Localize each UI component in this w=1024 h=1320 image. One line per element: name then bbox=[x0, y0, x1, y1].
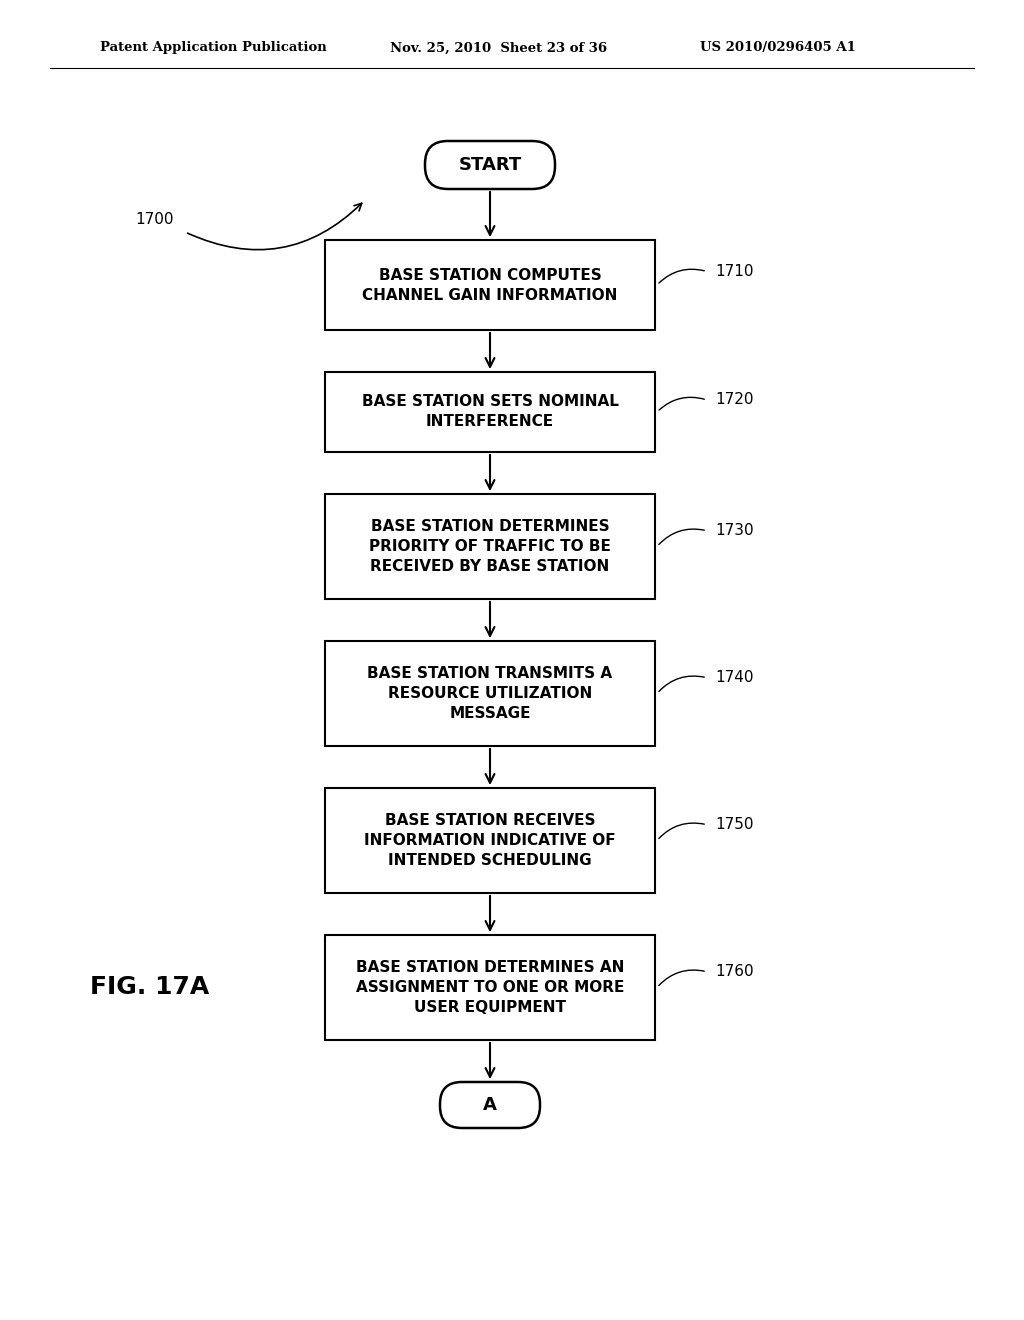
Text: Patent Application Publication: Patent Application Publication bbox=[100, 41, 327, 54]
Bar bbox=[325, 372, 655, 451]
Bar bbox=[325, 240, 655, 330]
Text: INFORMATION INDICATIVE OF: INFORMATION INDICATIVE OF bbox=[365, 833, 615, 847]
Text: US 2010/0296405 A1: US 2010/0296405 A1 bbox=[700, 41, 856, 54]
Text: BASE STATION TRANSMITS A: BASE STATION TRANSMITS A bbox=[368, 667, 612, 681]
Text: USER EQUIPMENT: USER EQUIPMENT bbox=[414, 1001, 566, 1015]
Text: 1720: 1720 bbox=[715, 392, 754, 408]
Text: BASE STATION DETERMINES: BASE STATION DETERMINES bbox=[371, 519, 609, 535]
Text: START: START bbox=[459, 156, 521, 174]
Text: 1730: 1730 bbox=[715, 523, 754, 539]
FancyBboxPatch shape bbox=[440, 1082, 540, 1129]
Text: RECEIVED BY BASE STATION: RECEIVED BY BASE STATION bbox=[371, 558, 609, 574]
Text: 1710: 1710 bbox=[715, 264, 754, 279]
Text: MESSAGE: MESSAGE bbox=[450, 706, 530, 721]
Text: A: A bbox=[483, 1096, 497, 1114]
Text: 1760: 1760 bbox=[715, 964, 754, 979]
Text: BASE STATION COMPUTES: BASE STATION COMPUTES bbox=[379, 268, 601, 282]
Text: FIG. 17A: FIG. 17A bbox=[90, 975, 210, 999]
Text: RESOURCE UTILIZATION: RESOURCE UTILIZATION bbox=[388, 686, 592, 701]
Bar bbox=[325, 494, 655, 599]
Text: 1700: 1700 bbox=[136, 213, 174, 227]
Text: INTENDED SCHEDULING: INTENDED SCHEDULING bbox=[388, 853, 592, 869]
Text: INTERFERENCE: INTERFERENCE bbox=[426, 414, 554, 429]
Bar bbox=[325, 935, 655, 1040]
Text: BASE STATION RECEIVES: BASE STATION RECEIVES bbox=[385, 813, 595, 828]
Text: BASE STATION SETS NOMINAL: BASE STATION SETS NOMINAL bbox=[361, 395, 618, 409]
Text: 1740: 1740 bbox=[715, 671, 754, 685]
Text: ASSIGNMENT TO ONE OR MORE: ASSIGNMENT TO ONE OR MORE bbox=[355, 979, 625, 995]
Text: BASE STATION DETERMINES AN: BASE STATION DETERMINES AN bbox=[355, 960, 625, 975]
Text: 1750: 1750 bbox=[715, 817, 754, 832]
Text: CHANNEL GAIN INFORMATION: CHANNEL GAIN INFORMATION bbox=[362, 288, 617, 302]
FancyBboxPatch shape bbox=[425, 141, 555, 189]
Bar bbox=[325, 788, 655, 894]
Text: Nov. 25, 2010  Sheet 23 of 36: Nov. 25, 2010 Sheet 23 of 36 bbox=[390, 41, 607, 54]
Text: PRIORITY OF TRAFFIC TO BE: PRIORITY OF TRAFFIC TO BE bbox=[369, 539, 611, 554]
Bar bbox=[325, 642, 655, 746]
